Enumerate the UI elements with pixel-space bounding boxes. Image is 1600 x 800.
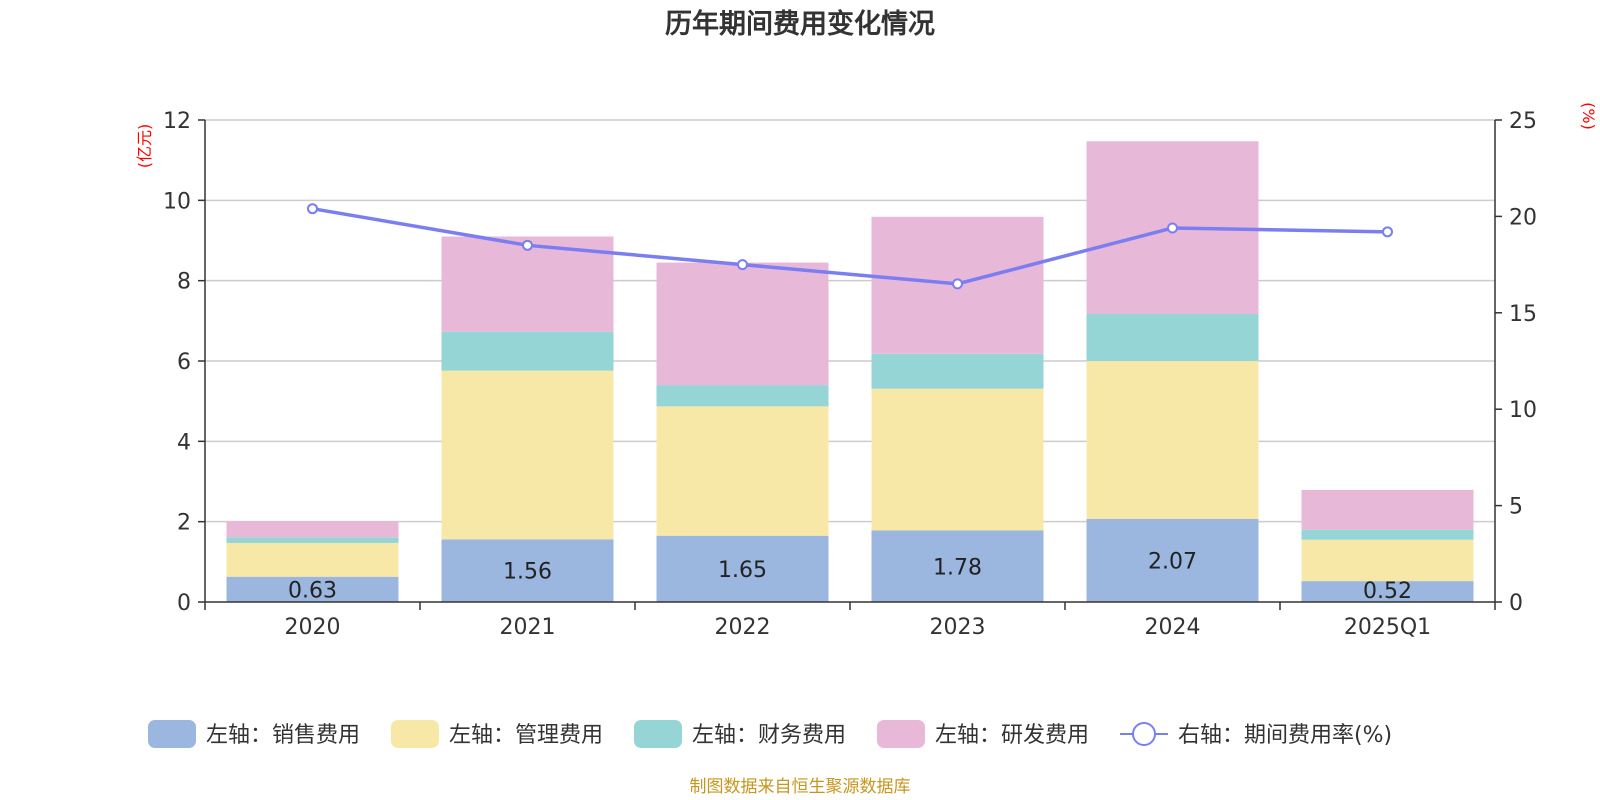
rate-point	[307, 203, 318, 215]
legend-marker	[1132, 722, 1156, 746]
bars	[226, 141, 1474, 602]
left-tick-label: 6	[177, 350, 191, 375]
legend-label: 左轴：管理费用	[449, 723, 603, 748]
right-tick-label: 10	[1509, 398, 1537, 423]
bar-segment-series-1	[656, 406, 829, 536]
x-tick-label: 2021	[500, 615, 556, 640]
bar-segment-series-1	[1301, 539, 1474, 582]
bar-segment-series-0	[871, 530, 1044, 602]
left-tick-label: 0	[177, 591, 191, 616]
bar-segment-series-3	[226, 521, 399, 538]
right-tick-label: 5	[1509, 495, 1523, 520]
x-tick-label: 2020	[285, 615, 341, 640]
axes: 0 2 4 6 8 10 12 0 5 10 15 20 25 2020 2021 2022 2023 2024 2…	[135, 102, 1598, 640]
x-tick-label: 2022	[715, 615, 771, 640]
legend-swatch	[634, 720, 682, 748]
bar-value-label: 1.78	[933, 555, 982, 580]
bar-value-label: 0.52	[1363, 579, 1412, 604]
bar-segment-series-0	[1301, 581, 1474, 602]
rate-line	[307, 203, 1393, 290]
bar-segment-series-3	[441, 236, 614, 332]
bar-segment-series-2	[1086, 314, 1259, 361]
x-tick-label: 2023	[930, 615, 986, 640]
bar-segment-series-2	[871, 353, 1044, 389]
bar-segment-series-2	[656, 385, 829, 407]
x-tick-label: 2025Q1	[1344, 615, 1431, 640]
left-tick-label: 12	[163, 109, 191, 134]
bar-segment-series-1	[871, 388, 1044, 531]
rate-point	[522, 239, 533, 251]
left-axis-unit: (亿元)	[135, 124, 154, 169]
bar-segment-series-1	[441, 370, 614, 540]
left-tick-label: 8	[177, 270, 191, 295]
bar-value-label: 2.07	[1148, 549, 1197, 574]
legend-swatch	[877, 720, 925, 748]
left-tick-label: 4	[177, 430, 191, 455]
grid-lines	[205, 119, 1495, 523]
bar-segment-series-0	[1086, 518, 1259, 602]
right-tick-label: 25	[1509, 109, 1537, 134]
bar-segment-series-1	[1086, 361, 1259, 519]
right-tick-label: 20	[1509, 205, 1537, 230]
bar-segment-series-2	[226, 537, 399, 543]
bar-segment-series-2	[1301, 529, 1474, 540]
left-tick-label: 10	[163, 189, 191, 214]
bar-segment-series-3	[1301, 489, 1474, 530]
legend-swatch	[391, 720, 439, 748]
chart-title: 历年期间费用变化情况	[665, 8, 935, 40]
bar-segment-series-0	[226, 576, 399, 602]
bar-value-label: 0.63	[288, 578, 337, 603]
legend-label: 左轴：销售费用	[206, 723, 360, 748]
data-source-note: 制图数据来自恒生聚源数据库	[690, 777, 911, 797]
rate-line-path	[312, 206, 1388, 286]
legend-label: 右轴：期间费用率(%)	[1178, 723, 1392, 748]
rate-point	[1167, 222, 1178, 234]
data-labels: 0.63 1.56 1.65 1.78 2.07 0.52	[288, 549, 1412, 604]
bar-value-label: 1.65	[718, 558, 767, 583]
legend: 左轴：销售费用 左轴：管理费用 左轴：财务费用 左轴：研发费用 右轴：期间费用率(%)	[148, 720, 1392, 748]
bar-segment-series-2	[441, 331, 614, 371]
x-tick-label: 2024	[1145, 615, 1201, 640]
legend-label: 左轴：财务费用	[692, 723, 846, 748]
legend-label: 左轴：研发费用	[935, 723, 1089, 748]
right-axis-unit: (%)	[1579, 102, 1598, 130]
rate-point	[1382, 226, 1393, 238]
bar-segment-series-3	[656, 262, 829, 386]
left-tick-label: 2	[177, 511, 191, 536]
legend-swatch	[148, 720, 196, 748]
rate-point	[737, 259, 748, 271]
bar-segment-series-0	[441, 539, 614, 602]
bar-value-label: 1.56	[503, 560, 552, 585]
rate-point	[952, 278, 963, 290]
right-tick-label: 0	[1509, 591, 1523, 616]
right-tick-label: 15	[1509, 302, 1537, 327]
bar-segment-series-0	[656, 535, 829, 602]
bar-segment-series-1	[226, 542, 399, 577]
